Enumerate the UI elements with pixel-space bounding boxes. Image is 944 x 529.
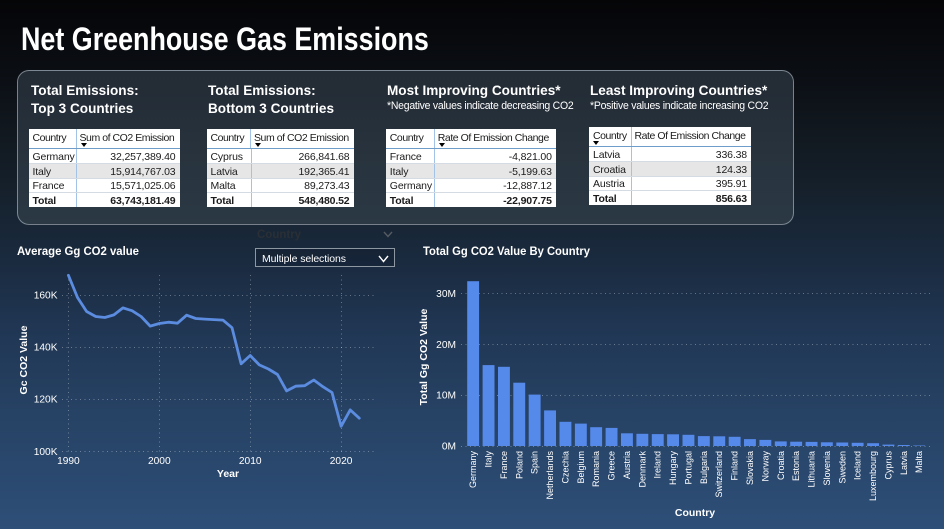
svg-text:Romania: Romania xyxy=(591,451,601,487)
svg-text:Luxembourg: Luxembourg xyxy=(868,451,878,501)
svg-text:Germany: Germany xyxy=(468,451,478,489)
svg-text:2020: 2020 xyxy=(330,456,353,467)
svg-text:Bulgaria: Bulgaria xyxy=(699,451,709,484)
svg-text:Croatia: Croatia xyxy=(776,451,786,480)
svg-text:30M: 30M xyxy=(436,289,456,300)
svg-text:Estonia: Estonia xyxy=(791,451,801,481)
svg-text:France: France xyxy=(499,451,509,479)
svg-text:Netherlands: Netherlands xyxy=(545,451,555,500)
svg-text:Country: Country xyxy=(675,507,715,519)
svg-text:Average Gg CO2 value: Average Gg CO2 value xyxy=(17,244,139,258)
svg-text:160K: 160K xyxy=(34,291,58,302)
svg-text:Lithuania: Lithuania xyxy=(807,451,817,488)
svg-text:Total Gg CO2 Value: Total Gg CO2 Value xyxy=(418,309,430,406)
svg-text:10M: 10M xyxy=(436,391,456,402)
svg-text:100K: 100K xyxy=(34,447,58,458)
svg-text:Spain: Spain xyxy=(530,451,540,474)
svg-text:Gc CO2 Value: Gc CO2 Value xyxy=(18,325,30,394)
svg-text:20M: 20M xyxy=(436,340,456,351)
svg-text:Belgium: Belgium xyxy=(576,451,586,484)
svg-text:Poland: Poland xyxy=(514,451,524,479)
svg-text:Latvia: Latvia xyxy=(899,451,909,475)
svg-text:0M: 0M xyxy=(442,442,456,453)
svg-text:140K: 140K xyxy=(34,343,58,354)
svg-text:Iceland: Iceland xyxy=(853,451,863,480)
svg-text:Sweden: Sweden xyxy=(837,451,847,484)
svg-text:Year: Year xyxy=(217,468,239,480)
svg-text:Hungary: Hungary xyxy=(668,451,678,486)
svg-text:Portugal: Portugal xyxy=(684,451,694,485)
svg-text:Finland: Finland xyxy=(730,451,740,481)
svg-text:Switzerland: Switzerland xyxy=(714,451,724,498)
svg-text:Slovenia: Slovenia xyxy=(822,451,832,486)
svg-text:2000: 2000 xyxy=(148,456,171,467)
svg-text:Norway: Norway xyxy=(760,451,770,482)
svg-text:1990: 1990 xyxy=(57,456,80,467)
svg-text:Czechia: Czechia xyxy=(560,451,570,484)
svg-text:Denmark: Denmark xyxy=(637,451,647,488)
svg-text:Cyprus: Cyprus xyxy=(883,451,893,480)
svg-text:Total Gg CO2 Value By Country: Total Gg CO2 Value By Country xyxy=(423,244,590,258)
svg-text:Greece: Greece xyxy=(607,451,617,481)
svg-text:Italy: Italy xyxy=(484,451,494,468)
svg-text:120K: 120K xyxy=(34,395,58,406)
svg-text:Malta: Malta xyxy=(914,451,924,473)
svg-text:Austria: Austria xyxy=(622,451,632,479)
svg-text:Slovakia: Slovakia xyxy=(745,451,755,485)
svg-text:Ireland: Ireland xyxy=(653,451,663,479)
svg-text:2010: 2010 xyxy=(239,456,262,467)
